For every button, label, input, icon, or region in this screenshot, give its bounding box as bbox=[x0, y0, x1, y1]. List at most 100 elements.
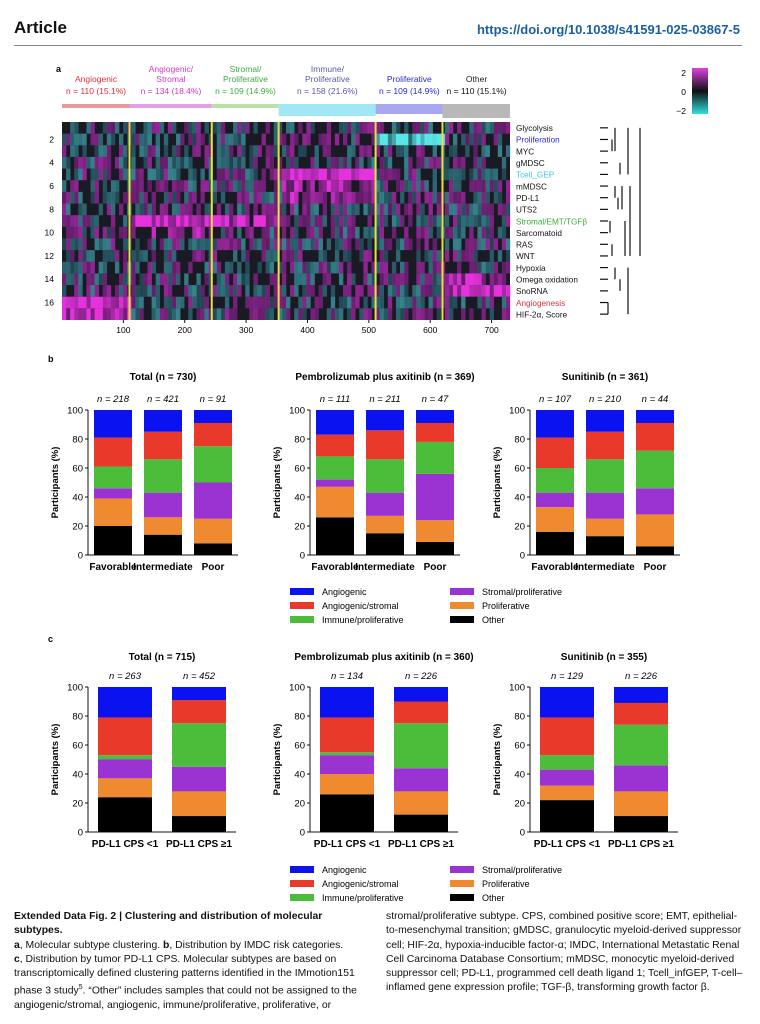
heatmap-cell bbox=[375, 203, 380, 216]
heatmap-cell bbox=[106, 226, 112, 239]
heatmap-cell bbox=[151, 191, 156, 204]
heatmap-cell bbox=[294, 203, 299, 216]
heatmap-cell bbox=[383, 215, 389, 227]
heatmap-cell bbox=[261, 191, 266, 204]
heatmap-cell bbox=[326, 261, 332, 274]
heatmap-cell bbox=[62, 215, 67, 227]
heatmap-cell bbox=[469, 226, 474, 239]
heatmap-cell bbox=[473, 145, 478, 157]
heatmap-cell bbox=[216, 156, 222, 169]
heatmap-cell bbox=[131, 308, 136, 320]
heatmap-cell bbox=[147, 203, 152, 216]
heatmap-cell bbox=[86, 308, 91, 320]
heatmap-cell bbox=[351, 133, 356, 146]
heatmap-cell bbox=[387, 238, 393, 251]
heatmap-cell bbox=[188, 285, 193, 297]
heatmap-cell bbox=[477, 122, 482, 134]
heatmap-cell bbox=[457, 261, 462, 274]
heatmap-cell bbox=[436, 203, 442, 216]
heatmap-cell bbox=[436, 226, 442, 239]
heatmap-cell bbox=[489, 226, 495, 239]
heatmap-cell bbox=[82, 308, 87, 320]
heatmap-cell bbox=[176, 156, 181, 169]
heatmap-cell bbox=[461, 285, 466, 297]
heatmap-cell bbox=[245, 250, 250, 262]
heatmap-cell bbox=[143, 191, 148, 204]
heatmap-cell bbox=[102, 145, 108, 157]
heatmap-cell bbox=[119, 133, 124, 146]
heatmap-cell bbox=[505, 285, 511, 297]
heatmap-cell bbox=[477, 203, 482, 216]
heatmap-cell bbox=[452, 133, 458, 146]
heatmap-cell bbox=[363, 261, 368, 274]
heatmap-cell bbox=[135, 285, 140, 297]
heatmap-cell bbox=[82, 296, 87, 309]
heatmap-cell bbox=[448, 191, 454, 204]
heatmap-cell bbox=[94, 168, 99, 181]
heatmap-cell bbox=[86, 285, 91, 297]
chart-title: Pembrolizumab plus axitinib (n = 369) bbox=[295, 372, 474, 383]
heatmap-cell bbox=[66, 273, 71, 286]
heatmap-cell bbox=[114, 122, 120, 134]
heatmap-cell bbox=[204, 203, 209, 216]
bar-segment-other bbox=[614, 816, 668, 832]
heatmap-cell bbox=[273, 168, 279, 181]
y-tick-label: 100 bbox=[289, 683, 305, 694]
heatmap-cell bbox=[379, 250, 385, 262]
heatmap-cell bbox=[448, 180, 454, 192]
heatmap-cell bbox=[477, 285, 482, 297]
heatmap-cell bbox=[180, 296, 185, 309]
heatmap-cell bbox=[306, 215, 311, 227]
colorbar-max: 2 bbox=[681, 68, 686, 78]
heatmap-cell bbox=[501, 215, 507, 227]
x-category-label: Poor bbox=[424, 562, 447, 573]
heatmap-cell bbox=[62, 133, 67, 146]
heatmap-cell bbox=[155, 296, 161, 309]
heatmap-cell bbox=[135, 180, 140, 192]
bar-segment-stromal_prolif bbox=[144, 492, 182, 518]
bar-segment-angiogenic bbox=[94, 410, 132, 438]
heatmap-cell bbox=[412, 122, 417, 134]
heatmap-cell bbox=[379, 180, 385, 192]
heatmap-cell bbox=[452, 226, 458, 239]
doi-link[interactable]: https://doi.org/10.1038/s41591-025-03867… bbox=[476, 22, 740, 37]
heatmap-cell bbox=[497, 203, 503, 216]
heatmap-cell bbox=[286, 191, 291, 204]
heatmap-row-label: Omega oxidation bbox=[516, 275, 578, 284]
heatmap-cell bbox=[94, 238, 99, 251]
heatmap-cell bbox=[493, 273, 499, 286]
bar-n-label: n = 452 bbox=[183, 671, 216, 682]
legend-label-immune_prolif: Immune/proliferative bbox=[322, 893, 404, 903]
heatmap-cell bbox=[363, 296, 368, 309]
heatmap-cell bbox=[143, 203, 148, 216]
heatmap-cell bbox=[98, 145, 104, 157]
heatmap-cell bbox=[249, 145, 254, 157]
heatmap-cell bbox=[294, 156, 299, 169]
bar-segment-angio_stromal bbox=[636, 423, 674, 451]
heatmap-cell bbox=[62, 261, 67, 274]
row-tick-label: 4 bbox=[49, 158, 54, 168]
heatmap-cell bbox=[102, 226, 108, 239]
heatmap-cell bbox=[436, 273, 442, 286]
heatmap-cell bbox=[106, 145, 112, 157]
heatmap-cell bbox=[412, 191, 417, 204]
bar-segment-proliferative bbox=[586, 518, 624, 537]
heatmap-cell bbox=[420, 122, 425, 134]
heatmap-cell bbox=[200, 215, 205, 227]
heatmap-cell bbox=[62, 296, 67, 309]
heatmap-cell bbox=[322, 273, 328, 286]
heatmap-cell bbox=[265, 156, 271, 169]
heatmap-cell bbox=[98, 133, 104, 146]
heatmap-cell bbox=[257, 308, 262, 320]
heatmap-cell bbox=[237, 273, 242, 286]
heatmap-cell bbox=[155, 215, 161, 227]
heatmap-cell bbox=[298, 296, 303, 309]
heatmap-cell bbox=[448, 226, 454, 239]
heatmap-cell bbox=[241, 122, 246, 134]
y-tick-label: 100 bbox=[67, 683, 83, 694]
heatmap-cell bbox=[196, 226, 201, 239]
heatmap-cell bbox=[505, 250, 511, 262]
heatmap-cell bbox=[147, 238, 152, 251]
heatmap-cell bbox=[102, 308, 108, 320]
heatmap-cell bbox=[452, 156, 458, 169]
